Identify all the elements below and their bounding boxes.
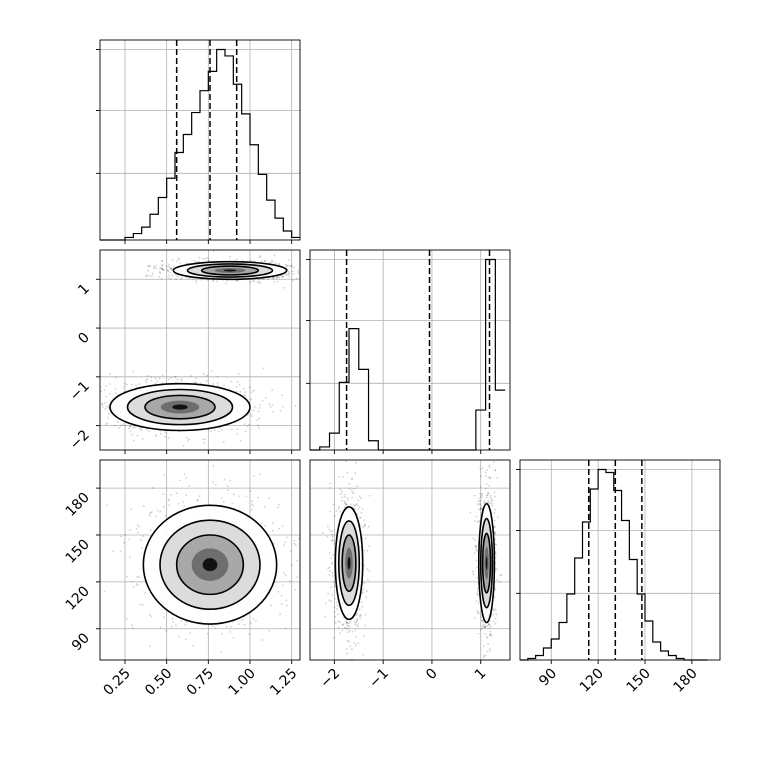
x-tick-label: 1 [472, 666, 490, 684]
x-tick-label: 0.50 [142, 666, 175, 699]
y-tick-label: 1 [75, 281, 93, 299]
hist-0-frame [100, 40, 300, 240]
x-tick-label: 90 [536, 666, 560, 690]
histogram-steps [100, 50, 300, 240]
panel-hist-1 [306, 250, 510, 454]
y-tick-label: 150 [63, 537, 93, 567]
panel-hist-2 [516, 460, 720, 664]
panel-scatter-1-2 [310, 448, 510, 668]
tick-labels-layer: 0.25 0.50 0.75 1.00 1.25 −2 −1 0 1 90 120 150 180−2−… [63, 281, 701, 699]
x-tick-label: 0.25 [100, 666, 133, 699]
scatter-area [322, 448, 502, 668]
scatter-area [50, 248, 329, 446]
histogram-steps [310, 260, 505, 450]
x-tick-label: 0 [423, 666, 441, 684]
x-tick-label: 0.75 [184, 666, 217, 699]
density-level-4 [348, 557, 351, 569]
x-tick-label: 1.25 [267, 666, 300, 699]
density-level-4 [224, 270, 236, 272]
histogram-steps [520, 470, 708, 660]
x-tick-label: −2 [317, 666, 343, 692]
hist-1-frame [310, 250, 510, 450]
y-tick-label: 0 [75, 330, 93, 348]
density-level-4 [203, 558, 218, 571]
y-tick-label: 120 [63, 583, 93, 613]
y-tick-label: 180 [63, 490, 93, 520]
panels-layer [50, 40, 720, 669]
y-tick-label: −2 [67, 427, 93, 453]
x-tick-label: 1.00 [225, 666, 258, 699]
x-tick-label: 150 [624, 666, 654, 696]
y-tick-label: 90 [69, 630, 93, 654]
x-tick-label: 180 [670, 666, 700, 696]
x-tick-label: −1 [366, 666, 392, 692]
panel-hist-0 [96, 40, 300, 244]
y-tick-label: −1 [67, 378, 93, 404]
x-tick-label: 120 [577, 666, 607, 696]
density-level-4 [172, 404, 187, 409]
panel-scatter-0-1 [50, 248, 329, 454]
density-level-4 [486, 557, 488, 570]
